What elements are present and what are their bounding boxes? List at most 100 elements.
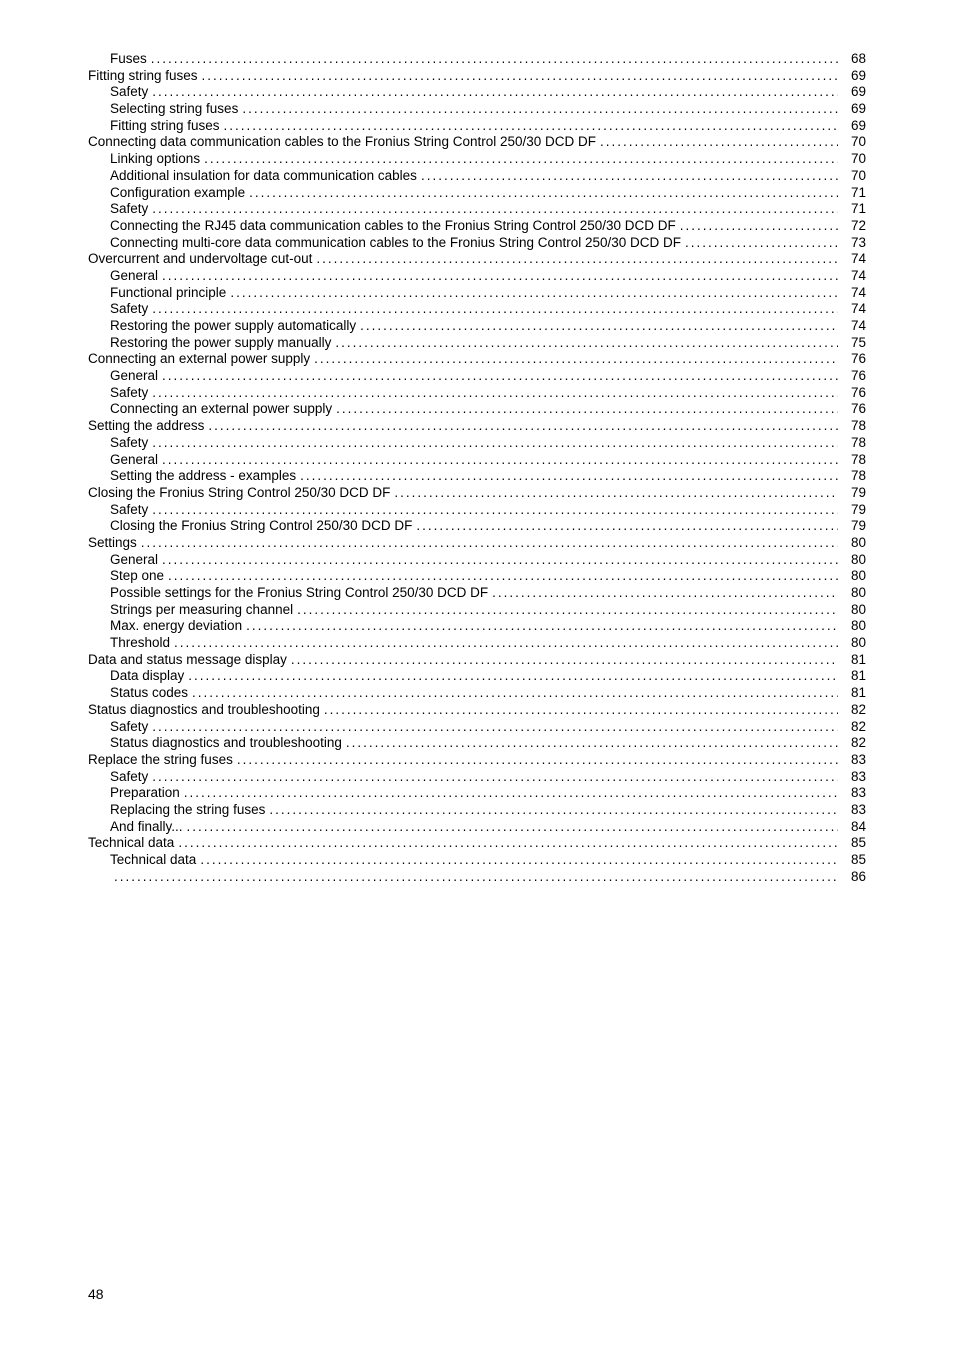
toc-dot-leader bbox=[269, 803, 838, 817]
toc-entry-label: Status codes bbox=[110, 686, 188, 700]
toc-entry-label: Replace the string fuses bbox=[88, 753, 233, 767]
toc-entry-label: Selecting string fuses bbox=[110, 102, 238, 116]
toc-entry-page: 69 bbox=[842, 119, 866, 133]
toc-entry-label: Threshold bbox=[110, 636, 170, 650]
toc-dot-leader bbox=[152, 386, 838, 400]
toc-entry-label: Strings per measuring channel bbox=[110, 603, 293, 617]
toc-dot-leader bbox=[187, 820, 838, 834]
toc-row: Status diagnostics and troubleshooting 82 bbox=[88, 703, 866, 717]
toc-entry-page: 70 bbox=[842, 169, 866, 183]
toc-row: General80 bbox=[88, 553, 866, 567]
toc-entry-page: 83 bbox=[842, 786, 866, 800]
toc-entry-page: 81 bbox=[842, 653, 866, 667]
toc-entry-page: 76 bbox=[842, 386, 866, 400]
toc-entry-page: 82 bbox=[842, 703, 866, 717]
toc-entry-page: 84 bbox=[842, 820, 866, 834]
toc-row: Linking options70 bbox=[88, 152, 866, 166]
toc-entry-label: Safety bbox=[110, 770, 148, 784]
toc-entry-page: 69 bbox=[842, 69, 866, 83]
toc-row: Data display81 bbox=[88, 669, 866, 683]
toc-entry-label: Additional insulation for data communica… bbox=[110, 169, 417, 183]
toc-entry-label: Fuses bbox=[110, 52, 147, 66]
toc-row: Additional insulation for data communica… bbox=[88, 169, 866, 183]
toc-row: And finally...84 bbox=[88, 820, 866, 834]
toc-entry-label: Safety bbox=[110, 720, 148, 734]
toc-entry-page: 75 bbox=[842, 336, 866, 350]
toc-entry-label: Possible settings for the Fronius String… bbox=[110, 586, 488, 600]
toc-row: Step one80 bbox=[88, 569, 866, 583]
toc-entry-label: Closing the Fronius String Control 250/3… bbox=[88, 486, 390, 500]
toc-dot-leader bbox=[314, 352, 838, 366]
toc-entry-page: 81 bbox=[842, 669, 866, 683]
toc-entry-page: 69 bbox=[842, 102, 866, 116]
toc-entry-label: Status diagnostics and troubleshooting bbox=[88, 703, 320, 717]
toc-row: Safety71 bbox=[88, 202, 866, 216]
toc-row: Safety 76 bbox=[88, 386, 866, 400]
toc-dot-leader bbox=[114, 870, 838, 884]
toc-row: Safety83 bbox=[88, 770, 866, 784]
toc-dot-leader bbox=[152, 302, 838, 316]
toc-row: Overcurrent and undervoltage cut-out74 bbox=[88, 252, 866, 266]
toc-entry-label: Fitting string fuses bbox=[88, 69, 198, 83]
toc-dot-leader bbox=[162, 269, 838, 283]
toc-row: Closing the Fronius String Control 250/3… bbox=[88, 519, 866, 533]
toc-entry-page: 81 bbox=[842, 686, 866, 700]
toc-dot-leader bbox=[192, 686, 838, 700]
toc-entry-label: Safety bbox=[110, 386, 148, 400]
toc-row: Settings80 bbox=[88, 536, 866, 550]
toc-entry-label: Restoring the power supply automatically bbox=[110, 319, 356, 333]
toc-dot-leader bbox=[174, 636, 838, 650]
toc-dot-leader bbox=[152, 503, 838, 517]
toc-row: Fitting string fuses 69 bbox=[88, 69, 866, 83]
toc-entry-page: 80 bbox=[842, 569, 866, 583]
toc-entry-label: Max. energy deviation bbox=[110, 619, 242, 633]
toc-entry-page: 70 bbox=[842, 135, 866, 149]
toc-entry-label: Data and status message display bbox=[88, 653, 287, 667]
toc-dot-leader bbox=[200, 853, 838, 867]
toc-row: Selecting string fuses 69 bbox=[88, 102, 866, 116]
toc-row: Functional principle74 bbox=[88, 286, 866, 300]
toc-row: Data and status message display 81 bbox=[88, 653, 866, 667]
toc-row: Max. energy deviation80 bbox=[88, 619, 866, 633]
toc-entry-page: 83 bbox=[842, 803, 866, 817]
toc-dot-leader bbox=[184, 786, 838, 800]
toc-dot-leader bbox=[168, 569, 838, 583]
toc-entry-page: 74 bbox=[842, 319, 866, 333]
toc-entry-page: 74 bbox=[842, 286, 866, 300]
toc-entry-page: 78 bbox=[842, 469, 866, 483]
toc-entry-label: Safety bbox=[110, 302, 148, 316]
toc-entry-page: 79 bbox=[842, 519, 866, 533]
toc-row: Safety69 bbox=[88, 85, 866, 99]
toc-row: Fitting string fuses69 bbox=[88, 119, 866, 133]
toc-entry-label: General bbox=[110, 369, 158, 383]
toc-entry-label: Connecting multi-core data communication… bbox=[110, 236, 681, 250]
toc-row: Replace the string fuses83 bbox=[88, 753, 866, 767]
toc-dot-leader bbox=[360, 319, 838, 333]
toc-entry-label: Overcurrent and undervoltage cut-out bbox=[88, 252, 312, 266]
toc-dot-leader bbox=[152, 85, 838, 99]
toc-entry-label: Closing the Fronius String Control 250/3… bbox=[110, 519, 412, 533]
toc-row: Restoring the power supply automatically… bbox=[88, 319, 866, 333]
toc-row: Technical data85 bbox=[88, 836, 866, 850]
toc-entry-label: Technical data bbox=[88, 836, 174, 850]
toc-entry-label: Safety bbox=[110, 503, 148, 517]
toc-dot-leader bbox=[230, 286, 838, 300]
toc-row: General74 bbox=[88, 269, 866, 283]
toc-entry-page: 82 bbox=[842, 720, 866, 734]
toc-entry-page: 79 bbox=[842, 503, 866, 517]
toc-dot-leader bbox=[152, 720, 838, 734]
toc-dot-leader bbox=[152, 436, 838, 450]
toc-dot-leader bbox=[151, 52, 838, 66]
toc-row: Connecting an external power supply76 bbox=[88, 352, 866, 366]
toc-entry-page: 82 bbox=[842, 736, 866, 750]
toc-dot-leader bbox=[249, 186, 838, 200]
table-of-contents: Fuses68Fitting string fuses69Safety69Sel… bbox=[88, 52, 866, 883]
toc-entry-label: Setting the address - examples bbox=[110, 469, 296, 483]
toc-entry-page: 78 bbox=[842, 436, 866, 450]
toc-dot-leader bbox=[316, 252, 838, 266]
toc-dot-leader bbox=[291, 653, 838, 667]
toc-row: Connecting multi-core data communication… bbox=[88, 236, 866, 250]
toc-entry-page: 76 bbox=[842, 369, 866, 383]
toc-entry-page: 76 bbox=[842, 402, 866, 416]
toc-entry-label: Status diagnostics and troubleshooting bbox=[110, 736, 342, 750]
